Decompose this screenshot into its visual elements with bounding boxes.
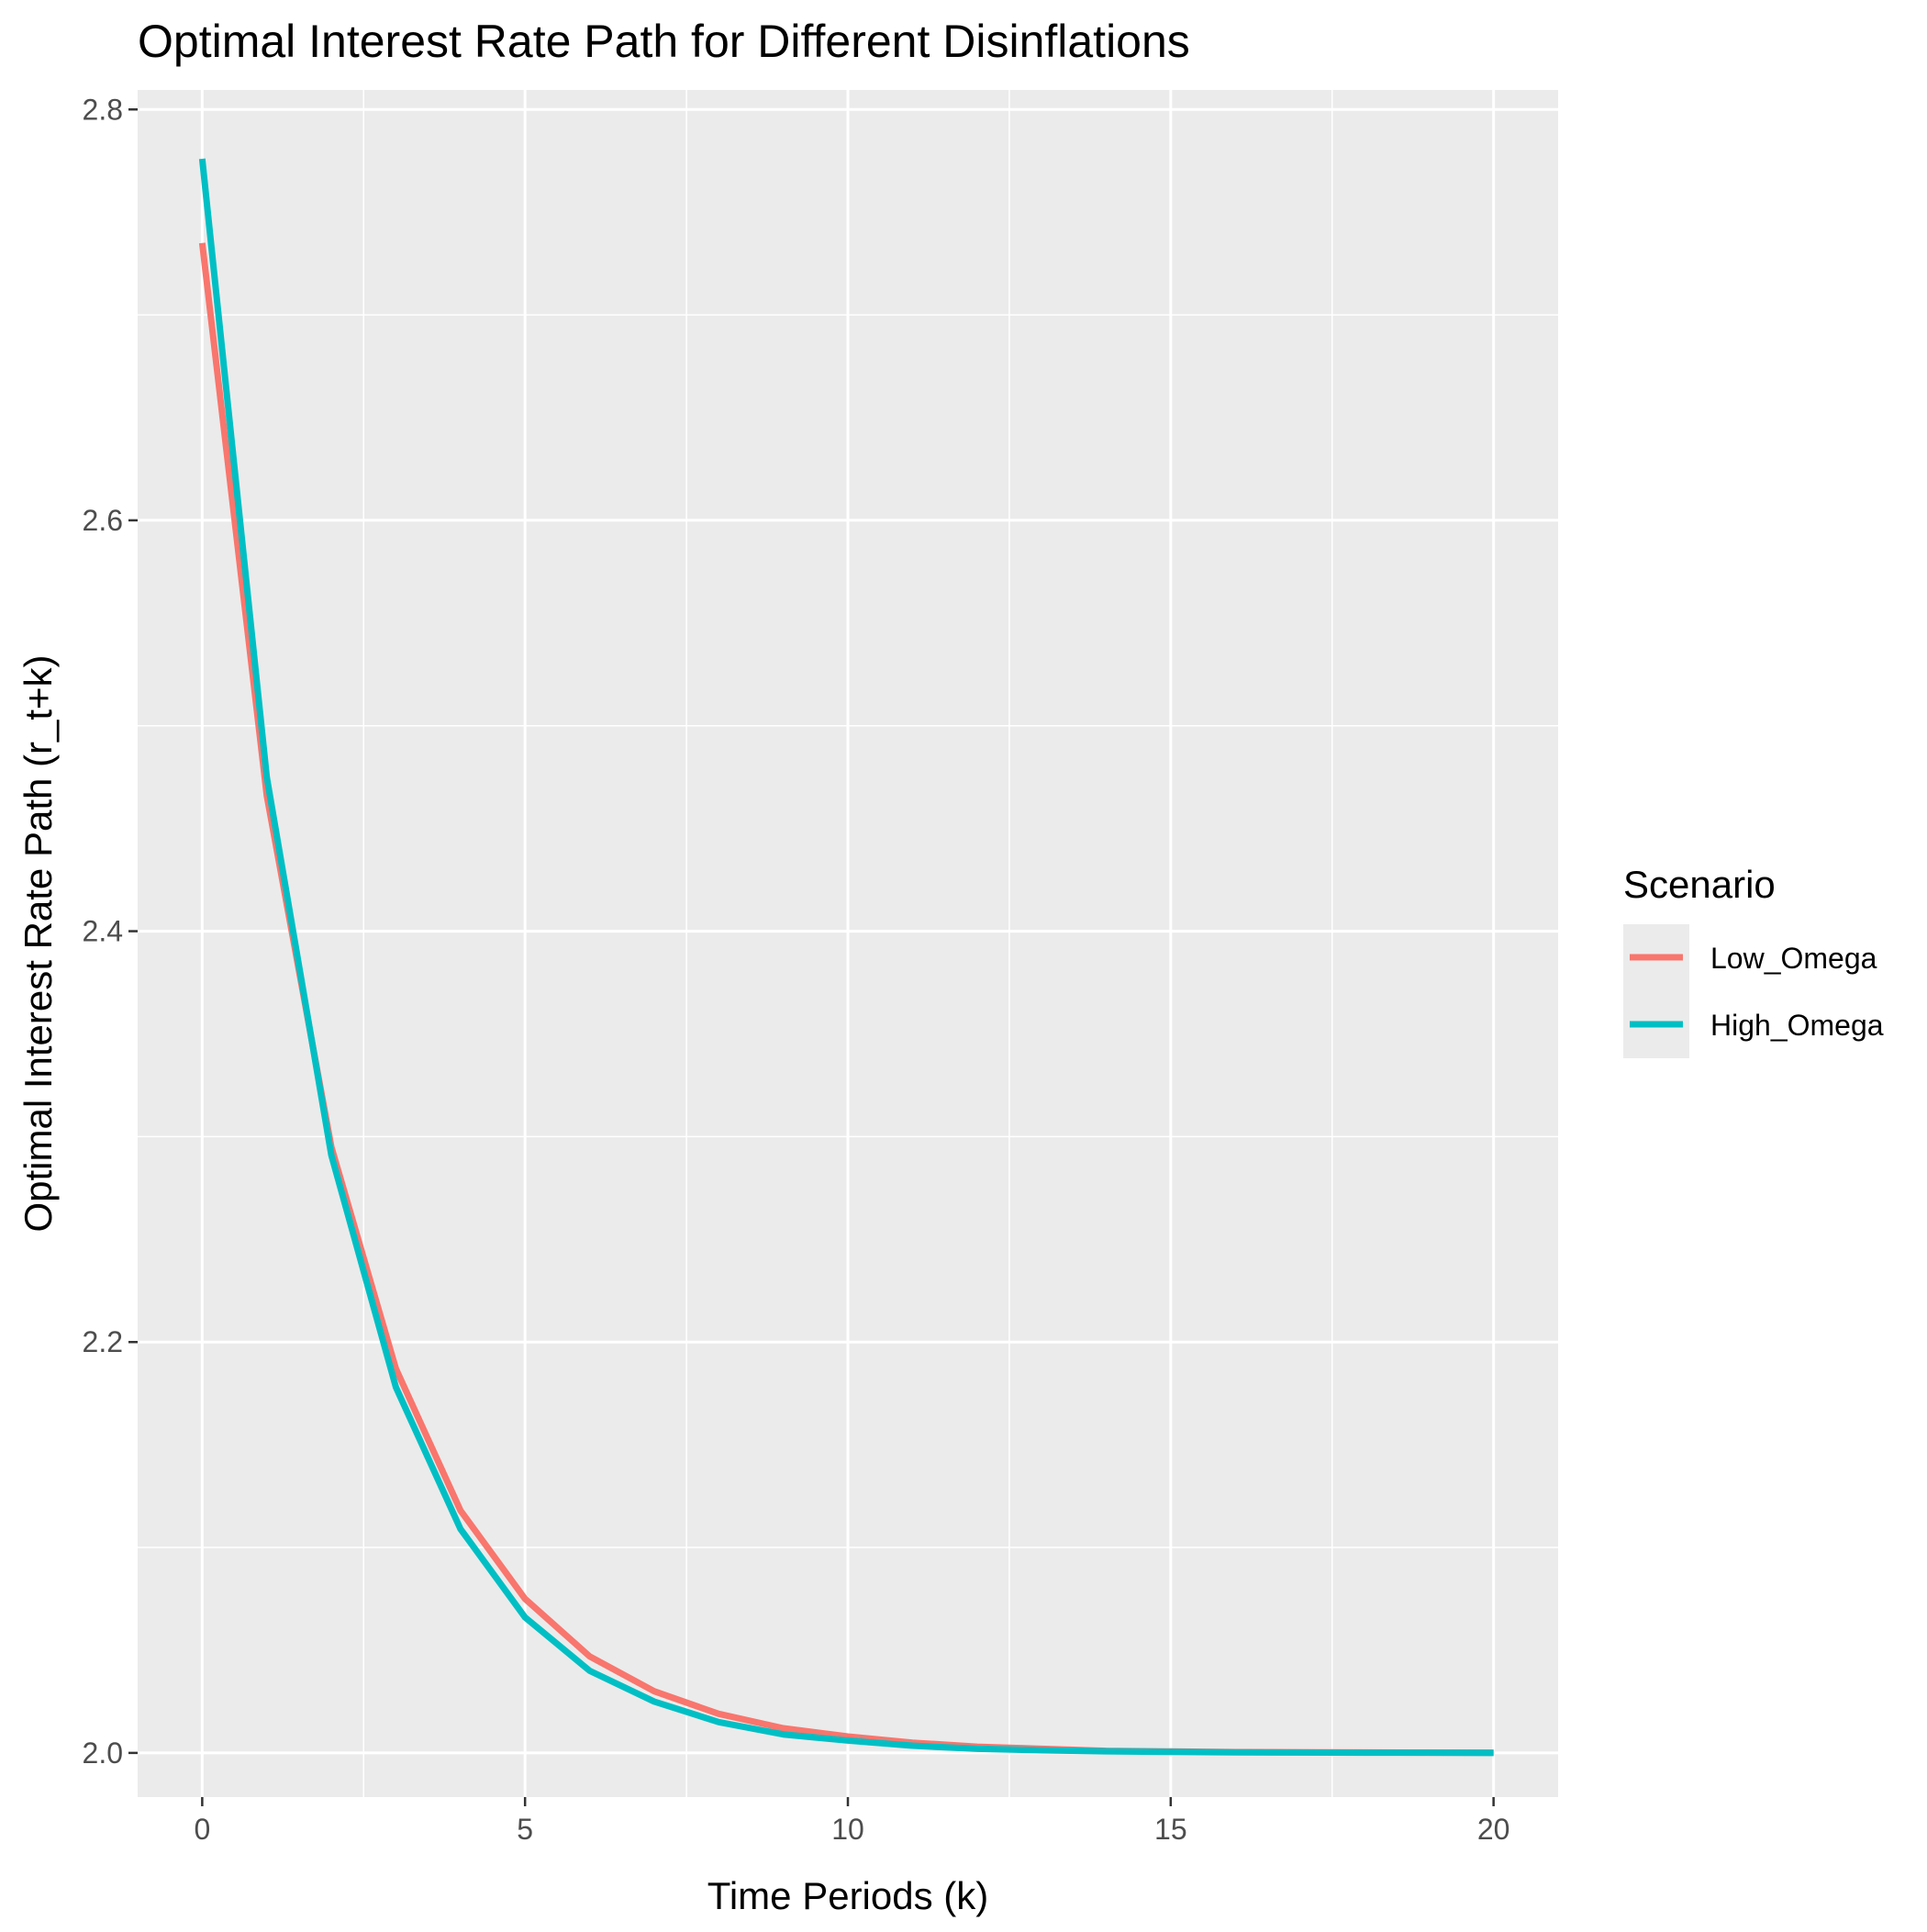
y-tick-label: 2.4 [83,915,123,948]
legend-label-low-omega: Low_Omega [1710,942,1877,975]
y-tick-label: 2.6 [83,504,123,537]
series-lines [198,158,1494,1757]
legend-key-background [1623,924,1689,1058]
x-tick-label: 20 [1477,1813,1510,1846]
chart-title: Optimal Interest Rate Path for Different… [138,16,1190,67]
y-axis: 2.0 2.2 2.4 2.6 2.8 [83,93,138,1770]
x-tick-label: 10 [831,1813,864,1846]
y-tick-label: 2.2 [83,1325,123,1358]
x-axis-title: Time Periods (k) [707,1874,989,1917]
legend: Scenario Low_Omega High_Omega [1623,863,1884,1058]
x-axis: 0 5 10 15 20 [194,1797,1509,1846]
y-axis-title: Optimal Interest Rate Path (r_t+k) [17,654,60,1232]
major-gridlines [138,90,1558,1797]
y-tick-label: 2.8 [83,93,123,126]
x-tick-label: 15 [1154,1813,1187,1846]
x-tick-label: 5 [517,1813,533,1846]
legend-title: Scenario [1623,863,1776,906]
series-line-high-omega [198,158,1494,1757]
x-tick-label: 0 [194,1813,210,1846]
y-tick-label: 2.0 [83,1737,123,1770]
legend-label-high-omega: High_Omega [1710,1009,1884,1042]
